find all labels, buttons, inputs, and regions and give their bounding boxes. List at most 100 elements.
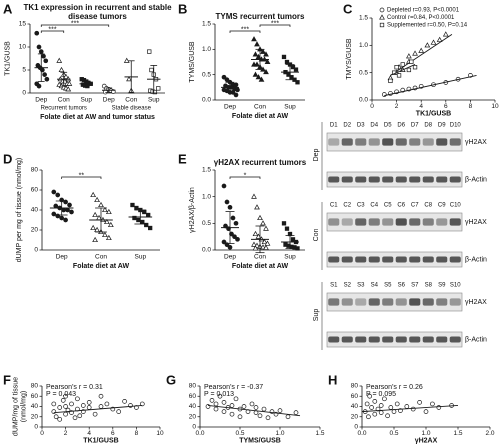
fit-line (361, 405, 459, 413)
x-tick-label: 2 (395, 103, 399, 110)
blot-group-label: Dep (313, 148, 320, 161)
x-tick-label: Sup (135, 254, 147, 261)
data-point (252, 230, 259, 237)
lane-label: D1 (330, 123, 338, 129)
data-point (36, 44, 42, 50)
y-tick-label: 80 (189, 383, 197, 390)
y-tick-label: 40 (189, 403, 197, 410)
lane-label: C8 (424, 203, 432, 209)
data-point (146, 212, 151, 218)
data-point (261, 238, 268, 245)
significance-label: *** (48, 26, 56, 33)
lane-label: C9 (438, 203, 446, 209)
data-point (66, 80, 73, 86)
data-point (63, 217, 68, 223)
data-point (92, 411, 98, 417)
data-point (102, 206, 108, 213)
y-tick-label: 5 (22, 67, 26, 74)
data-point (381, 92, 387, 97)
blot-band (436, 256, 448, 263)
data-point (134, 205, 139, 211)
y-tick-label: 0.5 (359, 69, 368, 76)
data-point (75, 396, 80, 402)
data-point (67, 202, 72, 208)
data-point (221, 183, 227, 189)
lane-label: C1 (330, 203, 338, 209)
blot-band (422, 138, 434, 146)
data-point (98, 201, 104, 208)
annotation: P = 0.013 (204, 391, 234, 398)
data-point (257, 214, 263, 221)
x-axis-label: γH2AX (415, 437, 438, 444)
data-point (264, 240, 271, 246)
x-tick-label: Dep (103, 97, 115, 104)
data-point (295, 80, 300, 85)
blot-band (449, 336, 461, 343)
band-label: β-Actin (465, 176, 487, 183)
x-tick-label: 1.0 (275, 430, 284, 437)
blot-strip (326, 132, 463, 152)
lane-label: D6 (397, 123, 405, 129)
chart-title: TYMS recurrent tumors (215, 12, 305, 22)
data-point (251, 241, 257, 247)
data-point (254, 204, 260, 210)
data-point (252, 71, 259, 77)
lane-label: S9 (438, 283, 446, 289)
significance-bracket (40, 30, 65, 33)
data-point (263, 69, 269, 75)
blot-strip (326, 251, 463, 268)
data-point (394, 401, 400, 407)
x-axis-label: TK1/GUSB (83, 437, 118, 444)
data-point (63, 73, 69, 79)
x-tick-label: Dep (35, 97, 47, 104)
data-point (205, 404, 211, 409)
fit-line (390, 34, 453, 76)
data-point (261, 406, 267, 412)
y-tick-label: 40 (31, 403, 39, 410)
data-point (423, 409, 429, 414)
legend-label: Supplemented r=0.50, P=0.14 (387, 23, 468, 29)
data-point (409, 59, 414, 64)
data-point (260, 244, 266, 250)
fit-line (384, 74, 477, 97)
x-tick-label: 0.5 (389, 430, 398, 437)
data-point (221, 74, 227, 80)
blot-band (449, 176, 461, 183)
data-point (284, 59, 290, 65)
blot-group-label: Sup (313, 309, 320, 322)
blot-band (449, 256, 461, 263)
y-tick-label: 1.0 (202, 46, 211, 53)
blot-band (449, 138, 461, 146)
annotation: Pearson's r = 0.31 (46, 384, 103, 391)
lane-label: C3 (357, 203, 365, 209)
data-point (42, 72, 47, 77)
data-point (382, 396, 387, 402)
blot-band (382, 176, 394, 183)
blot-strip (326, 212, 463, 232)
x-tick-label: Dep (224, 104, 236, 111)
data-point (364, 401, 370, 407)
blot-band (422, 218, 434, 226)
y-tick-label: 0.5 (202, 71, 211, 78)
y-tick-label: 10 (19, 44, 27, 51)
blot-band (409, 298, 421, 306)
annotation: P = 0.043 (46, 391, 76, 398)
data-point (237, 414, 243, 420)
data-point (385, 413, 390, 419)
panel-letter: A (3, 1, 13, 16)
legend-marker (379, 7, 385, 13)
data-point (388, 405, 394, 410)
data-point (375, 406, 381, 412)
data-point (102, 231, 108, 238)
data-point (285, 414, 291, 420)
lane-label: S7 (411, 283, 419, 289)
data-point (57, 416, 63, 422)
y-tick-label: 0 (354, 424, 358, 431)
y-axis-label-box: dUMP per mg of tissue (nmol/mg) (16, 158, 23, 263)
y-tick-label: 1.5 (359, 15, 368, 22)
significance-label: *** (271, 20, 279, 27)
data-point (130, 202, 135, 208)
y-tick-label: 1.5 (202, 21, 211, 28)
data-point (147, 49, 152, 54)
data-point (72, 415, 78, 421)
